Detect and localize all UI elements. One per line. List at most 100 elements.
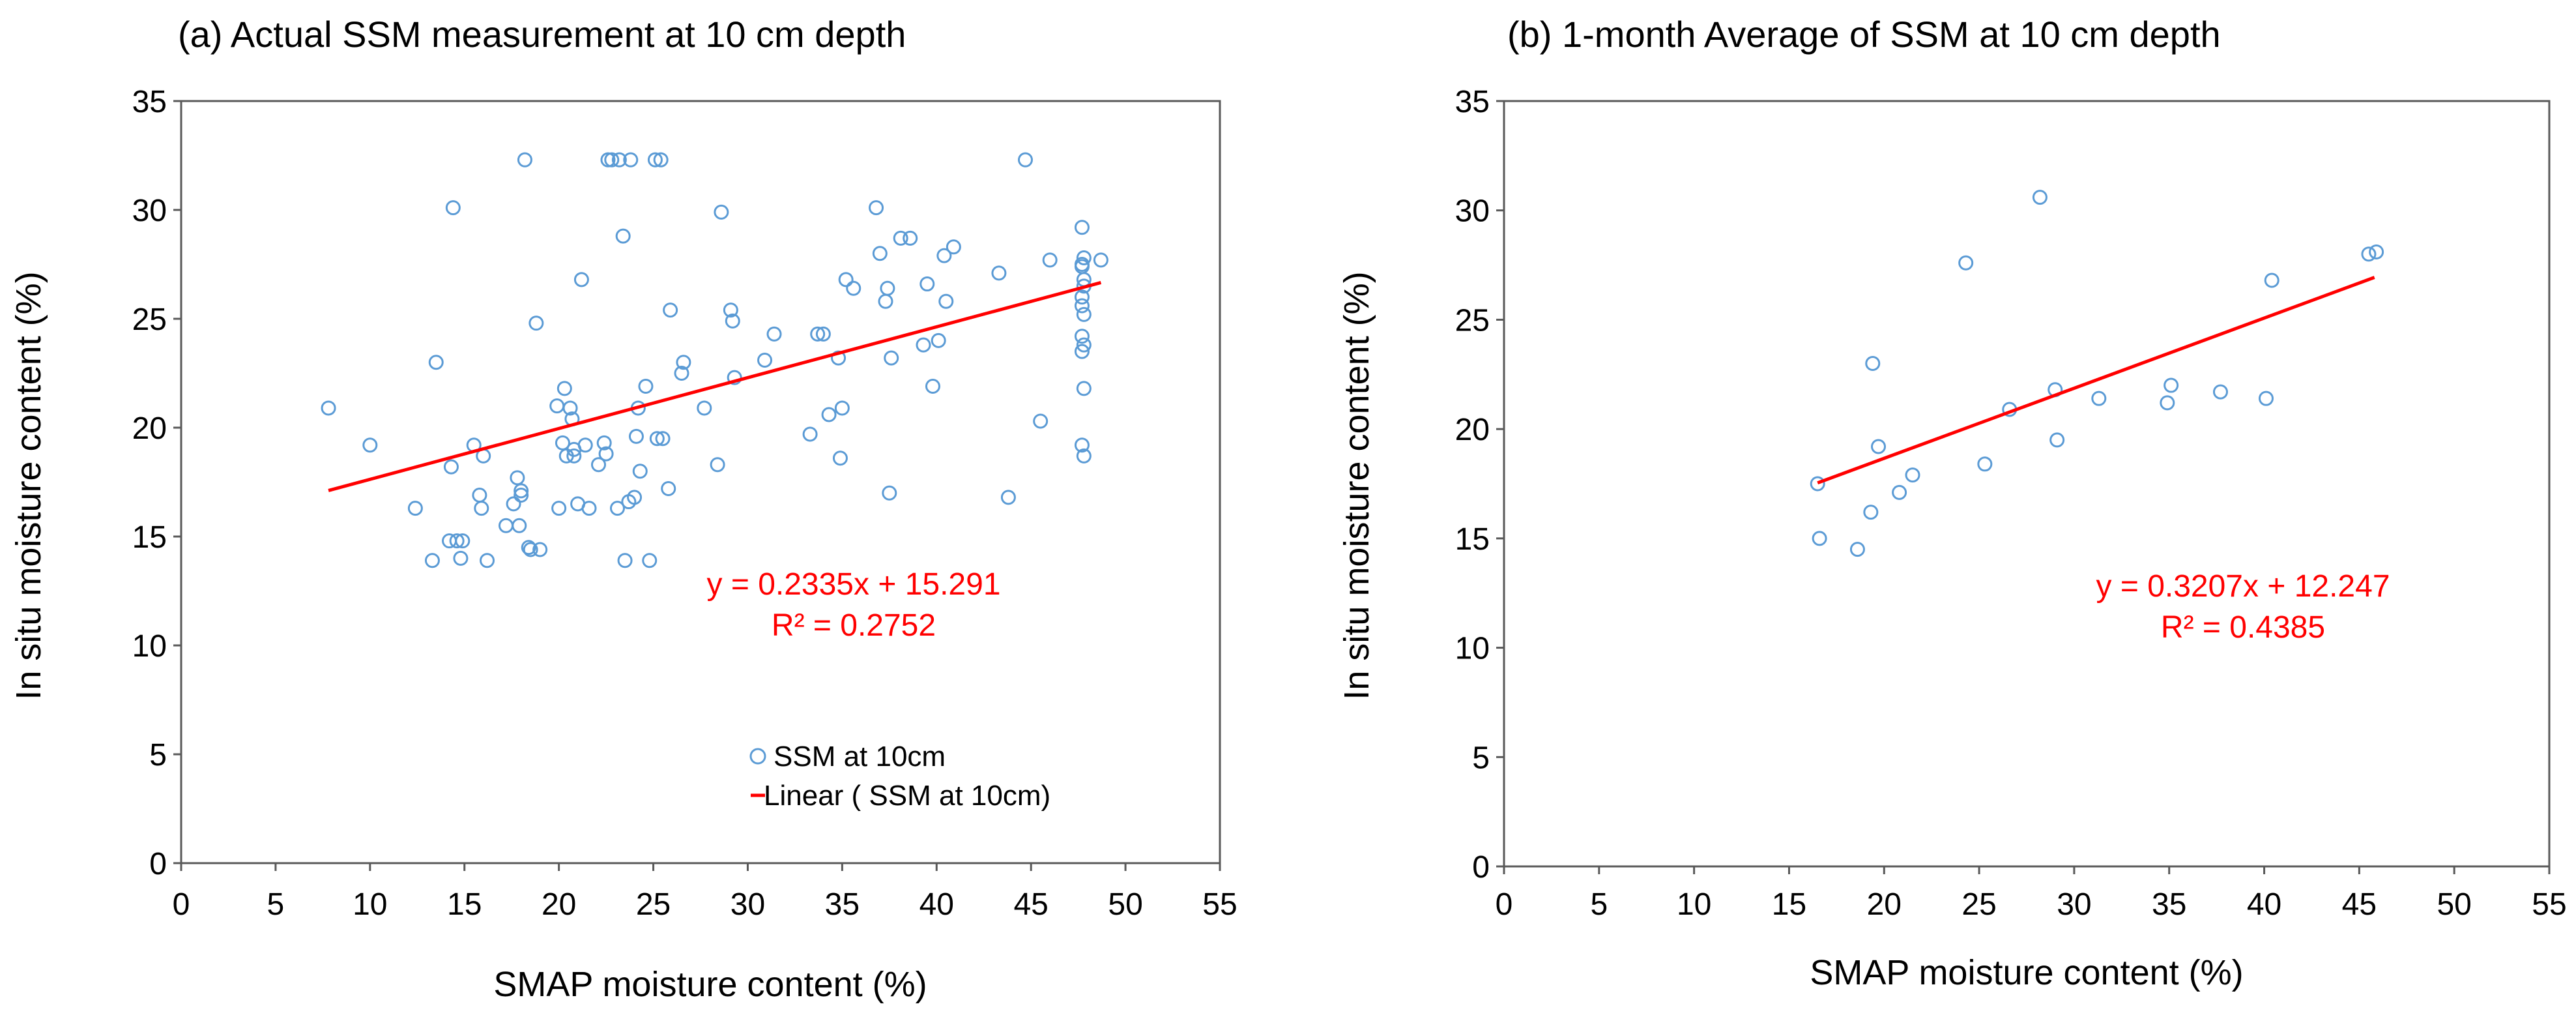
data-point (2091, 391, 2107, 406)
data-point (638, 379, 654, 394)
y-tick-label: 20 (132, 411, 167, 446)
data-point (407, 501, 423, 516)
y-tick-label: 20 (1455, 413, 1490, 447)
data-point (514, 483, 529, 499)
data-point (443, 459, 459, 475)
data-point (562, 400, 578, 416)
chart-panel-a: (a) Actual SSM measurement at 10 cm dept… (9, 14, 1237, 1004)
data-point (321, 400, 336, 416)
x-tick-label: 15 (447, 887, 482, 922)
x-tick-label: 35 (825, 887, 860, 922)
data-point (2361, 246, 2377, 262)
x-tick-label: 55 (1202, 887, 1237, 922)
chart-a-equation: y = 0.2335x + 15.291 (706, 567, 1000, 602)
data-point (1076, 337, 1092, 353)
data-point (598, 446, 614, 462)
data-point (1076, 381, 1092, 396)
data-point (604, 152, 620, 168)
chart-a-r2: R² = 0.2752 (772, 608, 936, 643)
data-point (1812, 531, 1827, 546)
y-tick-label: 30 (1455, 194, 1490, 229)
data-point (938, 293, 954, 309)
x-tick-label: 45 (2342, 887, 2377, 922)
data-point (697, 400, 712, 416)
chart-b-y-axis-label: In situ moisture content (%) (1337, 271, 1376, 700)
data-point (936, 248, 952, 263)
data-point (596, 435, 612, 450)
data-point (1905, 467, 1920, 483)
data-point (802, 426, 818, 442)
data-point (893, 230, 908, 246)
chart-panel-b: (b) 1-month Average of SSM at 10 cm dept… (1337, 14, 2567, 992)
data-point (474, 501, 489, 516)
data-point (472, 488, 487, 503)
data-point (919, 276, 935, 292)
data-point (725, 313, 740, 329)
chart-a-legend: SSM at 10cm Linear ( SSM at 10cm) (749, 741, 1050, 812)
data-point (362, 437, 378, 453)
data-point (663, 302, 678, 318)
y-tick-label: 5 (1472, 741, 1490, 775)
chart-b-r2: R² = 0.4385 (2161, 610, 2325, 645)
legend-marker-icon (749, 748, 766, 765)
y-tick-label: 0 (1472, 850, 1490, 885)
data-point (510, 470, 525, 486)
data-point (727, 370, 742, 385)
y-tick-label: 15 (132, 520, 167, 555)
data-point (846, 280, 861, 296)
y-tick-label: 35 (132, 85, 167, 119)
data-point (1074, 329, 1090, 344)
data-point (869, 200, 884, 216)
x-tick-label: 0 (173, 887, 190, 922)
x-tick-label: 55 (2532, 887, 2566, 922)
data-point (506, 496, 521, 512)
data-point (455, 533, 470, 549)
data-point (551, 501, 567, 516)
data-point (2264, 273, 2279, 288)
y-tick-label: 30 (132, 194, 167, 228)
y-tick-label: 25 (132, 302, 167, 337)
x-tick-label: 5 (1590, 887, 1608, 922)
chart-b-equation: y = 0.3207x + 12.247 (2096, 569, 2390, 604)
data-point (838, 272, 854, 287)
chart-b-points (1810, 190, 2384, 557)
chart-a-trendline (328, 281, 1102, 492)
data-point (931, 332, 946, 348)
y-tick-label: 0 (149, 847, 167, 881)
data-point (581, 501, 597, 516)
data-point (2369, 244, 2384, 259)
data-point (1076, 306, 1092, 322)
x-tick-label: 25 (636, 887, 671, 922)
x-tick-label: 10 (1677, 887, 1711, 922)
chart-a-title: (a) Actual SSM measurement at 10 cm dept… (178, 14, 906, 55)
data-point (757, 352, 773, 368)
data-point (1074, 257, 1090, 272)
data-point (676, 355, 691, 370)
data-point (1871, 439, 1887, 454)
x-tick-label: 0 (1496, 887, 1513, 922)
data-point (653, 152, 669, 168)
data-point (903, 230, 918, 246)
x-tick-label: 40 (919, 887, 954, 922)
data-point (590, 457, 606, 473)
x-tick-label: 30 (2057, 887, 2091, 922)
data-point (632, 464, 648, 479)
data-point (1810, 476, 1825, 492)
data-point (821, 407, 837, 422)
chart-b-x-axis-label: SMAP moisture content (%) (1810, 953, 2243, 992)
data-point (1017, 152, 1033, 168)
data-point (480, 553, 495, 568)
data-point (832, 450, 848, 466)
data-point (557, 381, 572, 396)
chart-a-points (321, 152, 1108, 568)
data-point (723, 302, 738, 318)
data-point (523, 542, 538, 557)
data-point (1863, 505, 1879, 520)
x-tick-label: 50 (2437, 887, 2471, 922)
data-point (2164, 377, 2179, 393)
data-point (628, 428, 644, 444)
x-tick-label: 20 (1867, 887, 1902, 922)
data-point (615, 228, 631, 244)
chart-a-y-axis-label: In situ moisture content (%) (9, 271, 48, 700)
